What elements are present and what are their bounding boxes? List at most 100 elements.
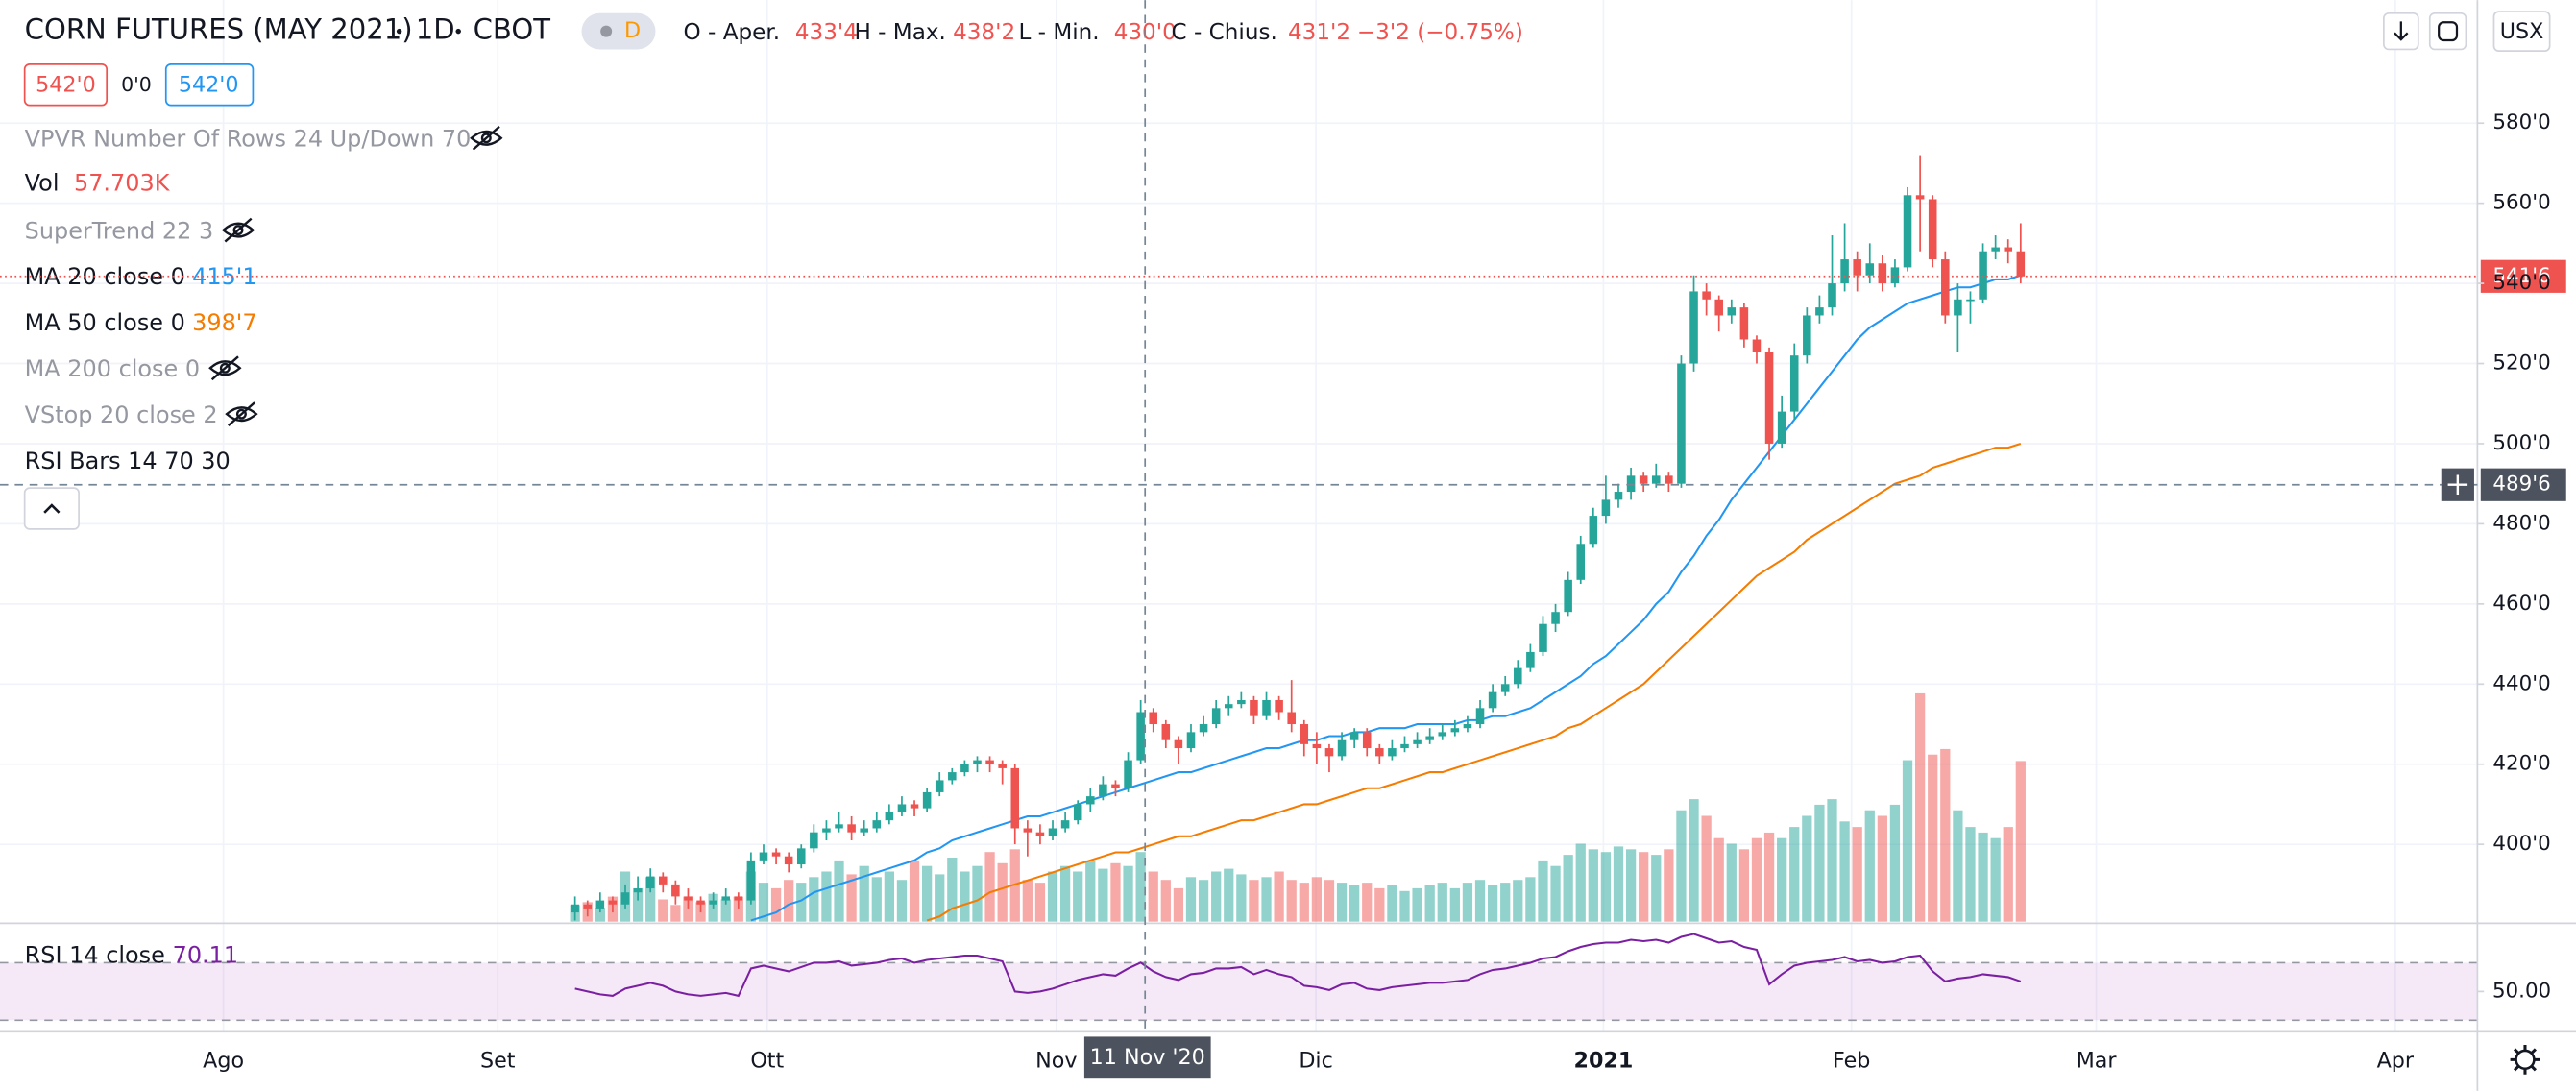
exchange: CBOT [474, 13, 551, 46]
candle-body [1928, 199, 1937, 260]
status-letter: D [624, 18, 641, 43]
buy-button[interactable] [164, 62, 255, 107]
candle-body [1752, 339, 1762, 352]
candle-body [1337, 739, 1347, 757]
status-badge[interactable] [581, 12, 656, 50]
hidden-eye-icon[interactable] [208, 355, 242, 381]
volume-bar [1550, 865, 1561, 922]
candle-body [759, 852, 768, 861]
candle-body [645, 876, 655, 889]
candle-body [1954, 299, 1962, 316]
indicator-name[interactable]: Vol [25, 170, 60, 197]
candle-body [1099, 784, 1107, 797]
indicator-name[interactable]: VPVR Number Of Rows 24 Up/Down 70 [25, 126, 472, 153]
indicator-name[interactable]: VStop 20 close 2 [25, 401, 218, 428]
candle-body [1702, 291, 1711, 300]
candle-body [1966, 299, 1975, 302]
candle-body [1463, 724, 1472, 729]
volume-bar [1148, 871, 1158, 922]
candle-body [571, 904, 579, 913]
interval[interactable]: 1D [416, 13, 455, 46]
collapse-button[interactable] [23, 487, 80, 530]
volume-bar [972, 865, 983, 922]
volume-bar [1286, 880, 1297, 922]
hidden-eye-icon[interactable] [225, 401, 258, 427]
volume-bar [1902, 760, 1913, 922]
candle-body [1803, 315, 1811, 356]
candle-body [1639, 475, 1648, 484]
candle-body [948, 772, 957, 781]
volume-bar [1689, 799, 1699, 922]
candle-body [1539, 623, 1547, 652]
indicator-name[interactable]: MA 50 close 0 [25, 309, 185, 336]
volume-bar [1399, 890, 1410, 922]
candle-body [910, 804, 919, 809]
candle-body [1438, 732, 1447, 737]
volume-bar [997, 862, 1008, 922]
rsi-name[interactable]: RSI 14 close [25, 942, 165, 969]
y-tick-label: 420'0 [2492, 752, 2550, 776]
candle-body [734, 896, 743, 901]
volume-bar [1877, 815, 1887, 922]
volume-bar [947, 858, 958, 922]
volume-bar [1299, 883, 1309, 922]
rsi-tick-label: 50.00 [2492, 979, 2551, 1003]
candle-body [1300, 724, 1309, 744]
volume-bar [1738, 849, 1750, 922]
x-tick-label: Ott [750, 1049, 784, 1074]
candle-body [684, 896, 693, 901]
buy-price: 542'0 [179, 73, 239, 98]
volume-bar [1073, 871, 1083, 922]
sell-button[interactable] [23, 62, 109, 107]
volume-bar [1362, 883, 1373, 922]
currency-button[interactable] [2492, 11, 2551, 53]
candle-body [885, 812, 894, 821]
crosshair-date-label: 11 Nov '20 [1090, 1045, 1205, 1070]
volume-bar [1563, 855, 1573, 922]
volume-bar [595, 908, 605, 922]
candle-body [1060, 820, 1070, 829]
volume-bar [1525, 877, 1536, 922]
candle-body [1815, 307, 1824, 316]
candle-body [1853, 259, 1861, 276]
x-tick-label: 2021 [1573, 1049, 1633, 1074]
volume-bar [1236, 874, 1247, 922]
grid [0, 0, 2478, 1032]
x-tick-label: Dic [1299, 1049, 1332, 1074]
volume-bar [1098, 868, 1108, 922]
y-tick-label: 440'0 [2492, 671, 2550, 695]
candle-body [1714, 299, 1723, 316]
candle-body [1124, 760, 1132, 788]
candle-body [1739, 307, 1749, 340]
symbol-title: CORN FUTURES (MAY 2021) [25, 13, 413, 46]
volume-bar [1211, 871, 1222, 922]
candle-body [1111, 784, 1120, 788]
candle-body [1224, 704, 1233, 709]
candle-body [1878, 263, 1887, 284]
y-tick-label: 500'0 [2492, 431, 2550, 455]
indicator-name[interactable]: RSI Bars 14 70 30 [25, 448, 231, 474]
volume-bar [1928, 754, 1938, 922]
ohlc-label: H - Max. [854, 20, 945, 45]
indicator-name[interactable]: SuperTrend 22 3 [25, 217, 214, 244]
volume-bar [1713, 837, 1724, 922]
hidden-eye-icon[interactable] [221, 217, 255, 243]
candle-body [1903, 195, 1912, 268]
candle-body [1174, 739, 1183, 749]
plot-area [570, 155, 2026, 998]
candle-body [1764, 352, 1774, 444]
candle-body [835, 824, 843, 829]
separator-dot [455, 28, 461, 35]
volume-bar [1387, 885, 1397, 922]
volume-bar [1022, 880, 1033, 922]
y-tick-label: 400'0 [2492, 832, 2550, 856]
hidden-eye-icon[interactable] [470, 125, 503, 151]
indicator-name[interactable]: MA 200 close 0 [25, 355, 200, 382]
volume-bar [846, 874, 857, 922]
candle-body [897, 804, 907, 812]
reset-button[interactable] [2428, 12, 2467, 51]
candle-body [1941, 259, 1950, 316]
candle-body [1488, 691, 1497, 709]
settings-icon[interactable] [2510, 1044, 2540, 1075]
